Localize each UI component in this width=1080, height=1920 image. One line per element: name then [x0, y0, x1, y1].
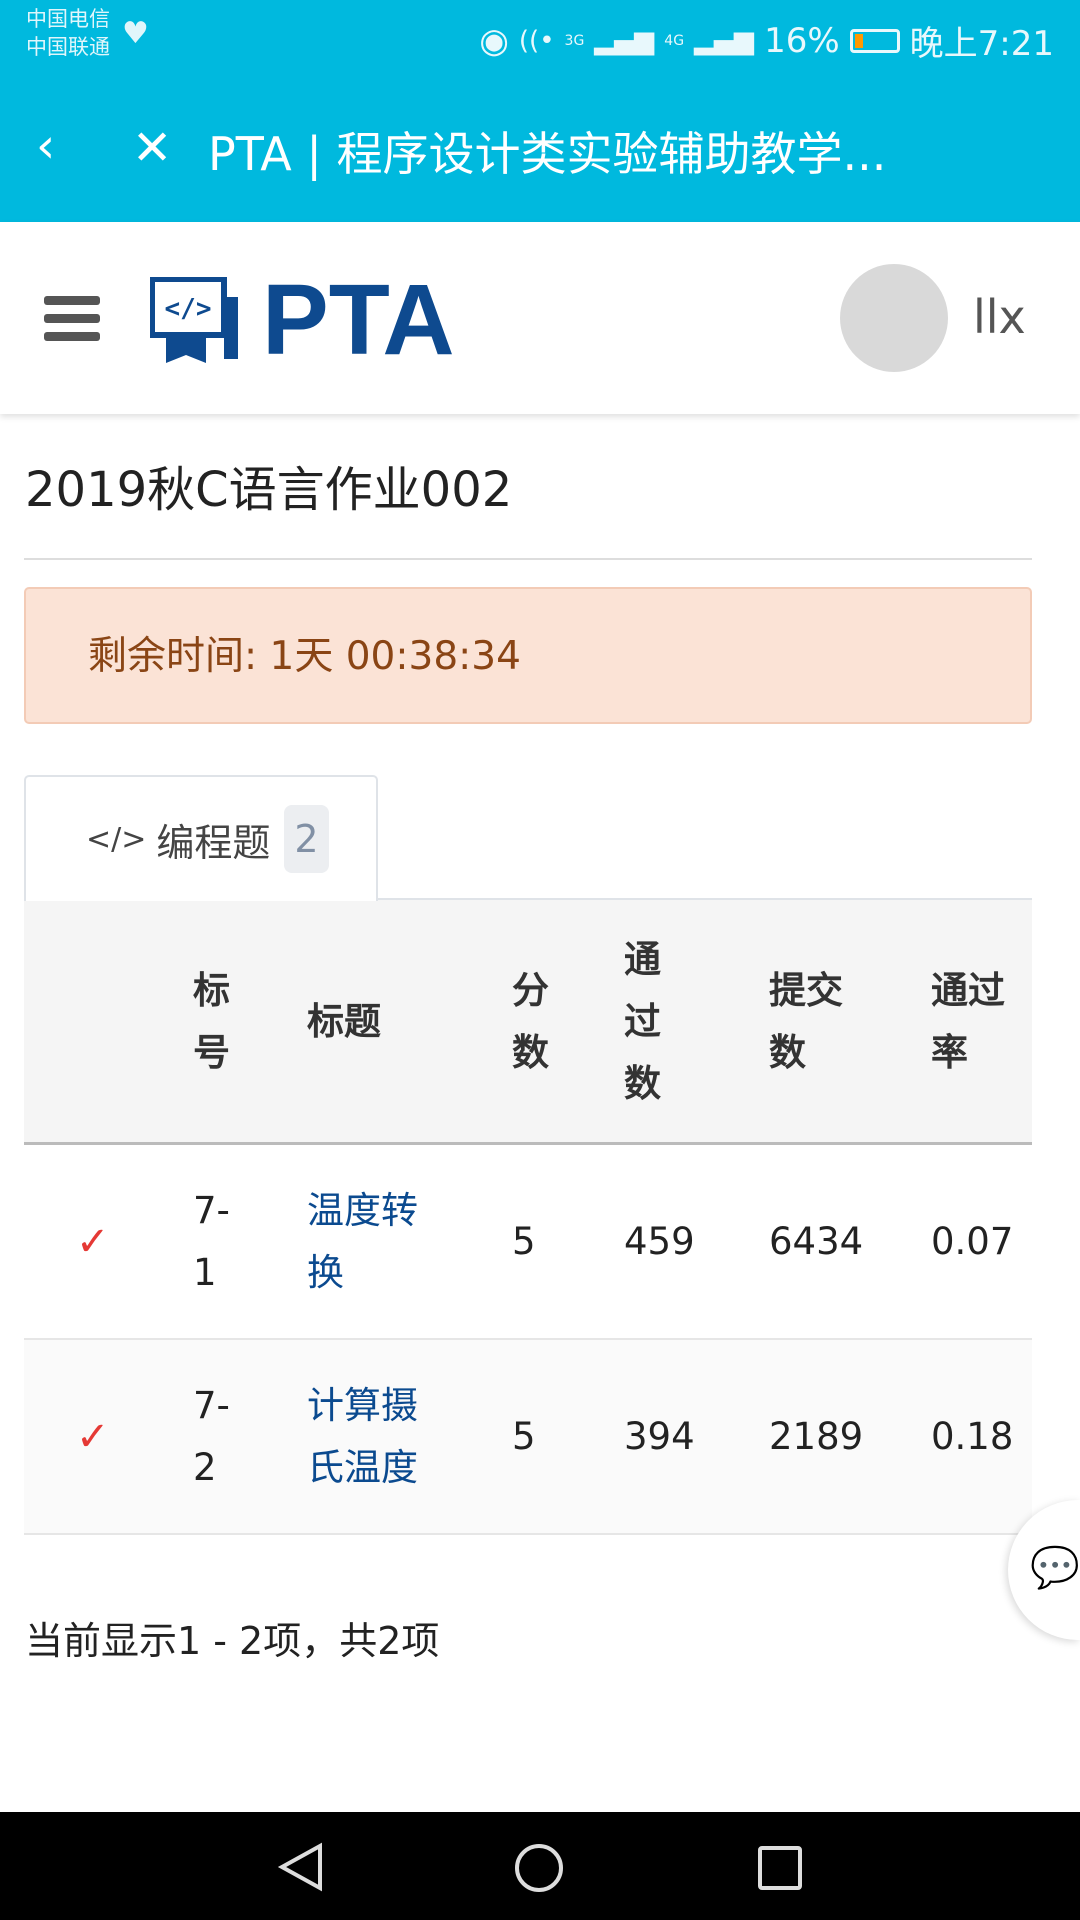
- header-rate: 通过率: [931, 969, 1005, 1074]
- feedback-icon: 💬: [1030, 1545, 1080, 1591]
- passed-count: 394: [624, 1415, 695, 1458]
- code-icon: </>: [86, 821, 147, 857]
- network-3g-label: 3G: [564, 32, 585, 49]
- header-score: 分数: [512, 969, 549, 1074]
- home-circle-icon[interactable]: [513, 1842, 565, 1894]
- signal-icon: ▂▄▆: [594, 25, 655, 56]
- header-title: 标题: [307, 1000, 381, 1043]
- page-title: 2019秋C语言作业002: [25, 462, 513, 518]
- carrier-2: 中国联通: [26, 35, 110, 59]
- clock: 晚上7:21: [909, 24, 1054, 64]
- remaining-time-alert: 剩余时间: 1天 00:38:34: [24, 587, 1032, 724]
- avatar[interactable]: [840, 264, 948, 372]
- header-id: 标号: [193, 969, 230, 1074]
- header-passed: 通过数: [624, 938, 661, 1105]
- submitted-count: 6434: [769, 1220, 864, 1263]
- tab-label: 编程题: [156, 820, 271, 865]
- pass-rate: 0.07: [931, 1220, 1014, 1263]
- eye-icon: ◉: [479, 20, 509, 61]
- check-icon: ✓: [76, 1414, 110, 1460]
- tab-underline: [24, 898, 1032, 900]
- table-row[interactable]: ✓ 7-1 温度转换 5 459 6434 0.07: [24, 1145, 1032, 1340]
- header-submitted: 提交数: [769, 969, 843, 1074]
- pagination-summary: 当前显示1 - 2项，共2项: [25, 1619, 440, 1663]
- score: 5: [512, 1220, 536, 1263]
- code-bubble-icon: </>: [149, 276, 238, 363]
- battery-icon: [849, 28, 900, 53]
- count-badge: 2: [284, 805, 329, 873]
- problem-title-link[interactable]: 计算摄氏温度: [307, 1384, 418, 1489]
- battery-percent: 16%: [764, 20, 840, 61]
- submitted-count: 2189: [769, 1415, 864, 1458]
- table-row[interactable]: ✓ 7-2 计算摄氏温度 5 394 2189 0.18: [24, 1340, 1032, 1535]
- remaining-time-text: 剩余时间: 1天 00:38:34: [88, 634, 521, 679]
- score: 5: [512, 1415, 536, 1458]
- logo-text: PTA: [262, 264, 455, 376]
- page-tab-title: PTA | 程序设计类实验辅助教学...: [208, 127, 887, 181]
- svg-text:</>: </>: [165, 294, 212, 324]
- tab-programming[interactable]: </> 编程题 2: [24, 775, 378, 901]
- back-triangle-icon[interactable]: [276, 1842, 326, 1892]
- browser-top-bar: 中国电信 中国联通 ♥ ◉ ((• 3G ▂▄▆ 4G ▂▄▆ 16% 晚上7:…: [0, 0, 1080, 222]
- passed-count: 459: [624, 1220, 695, 1263]
- problem-id: 7-2: [193, 1384, 230, 1489]
- pta-logo[interactable]: </> PTA: [149, 264, 455, 376]
- carrier-1: 中国电信: [26, 7, 110, 31]
- problem-title-link[interactable]: 温度转换: [307, 1189, 418, 1294]
- site-header: </> PTA llx: [0, 222, 1080, 414]
- divider: [24, 558, 1032, 560]
- table-header: 标号 标题 分数 通过数 提交数 通过率: [24, 900, 1032, 1145]
- network-4g-label: 4G: [664, 32, 685, 49]
- recents-square-icon[interactable]: [756, 1844, 804, 1892]
- username[interactable]: llx: [973, 290, 1026, 344]
- pass-rate: 0.18: [931, 1415, 1014, 1458]
- check-icon: ✓: [76, 1219, 110, 1265]
- problem-id: 7-1: [193, 1189, 230, 1294]
- wifi-icon: ((•: [518, 25, 555, 56]
- health-heart-icon: ♥: [122, 16, 149, 51]
- android-nav-bar: [0, 1812, 1080, 1920]
- close-icon[interactable]: ✕: [132, 120, 173, 176]
- status-icons: ◉ ((• 3G ▂▄▆ 4G ▂▄▆ 16% 晚上7:21: [479, 16, 1054, 65]
- chevron-left-icon[interactable]: ‹: [36, 118, 56, 174]
- signal-icon: ▂▄▆: [694, 25, 755, 56]
